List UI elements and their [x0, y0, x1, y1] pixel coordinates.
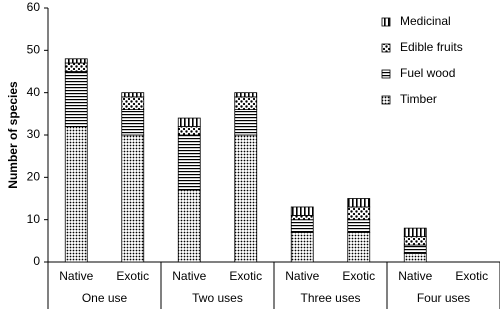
y-tick-label: 60 — [27, 0, 41, 14]
bar-segment — [177, 134, 201, 191]
bar-segment — [403, 253, 427, 263]
bar-segment — [403, 236, 427, 246]
group-label: Two uses — [192, 291, 243, 305]
x-tick-label: Native — [172, 269, 206, 283]
x-tick-label: Exotic — [455, 269, 488, 283]
legend-swatch — [381, 95, 391, 105]
y-tick-label: 30 — [27, 127, 41, 141]
x-tick-label: Exotic — [116, 269, 149, 283]
bar-segment — [347, 231, 371, 263]
bar-segment — [290, 215, 314, 221]
bar-segment — [403, 227, 427, 237]
x-tick-label: Native — [285, 269, 319, 283]
x-tick-label: Native — [59, 269, 93, 283]
y-tick-label: 0 — [33, 254, 40, 268]
bar-segment — [234, 134, 258, 263]
bar-segment — [234, 96, 258, 111]
legend-label: Fuel wood — [400, 66, 455, 80]
bar-segment — [64, 126, 88, 263]
bar-segment — [121, 96, 145, 111]
bar-segment — [290, 206, 314, 216]
bar-segment — [234, 92, 258, 98]
group-label: Four uses — [417, 291, 470, 305]
y-tick-label: 10 — [27, 212, 41, 226]
bar-segment — [121, 134, 145, 263]
y-tick-label: 20 — [27, 170, 41, 184]
bar-segment — [177, 126, 201, 136]
bar-segment — [234, 109, 258, 136]
legend-label: Medicinal — [400, 14, 451, 28]
group-label: One use — [82, 291, 128, 305]
bar-segment — [290, 219, 314, 233]
legend-label: Timber — [400, 92, 437, 106]
y-tick-label: 40 — [27, 85, 41, 99]
bar-segment — [290, 231, 314, 263]
bar-segment — [347, 198, 371, 208]
legend-swatch — [381, 43, 391, 53]
y-axis-title: Number of species — [6, 81, 20, 189]
legend-swatch — [381, 69, 391, 79]
bar-segment — [64, 71, 88, 127]
y-tick-label: 50 — [27, 43, 41, 57]
bar-segment — [177, 189, 201, 263]
group-label: Three uses — [300, 291, 360, 305]
bar-segment — [121, 109, 145, 136]
bar-segment — [177, 117, 201, 127]
legend-swatch — [381, 17, 391, 27]
bar-segment — [347, 219, 371, 233]
bar-segment — [347, 206, 371, 221]
bar-segment — [64, 62, 88, 72]
bar-segment — [403, 244, 427, 254]
x-tick-label: Native — [398, 269, 432, 283]
bar-segment — [121, 92, 145, 98]
x-tick-label: Exotic — [229, 269, 262, 283]
legend-label: Edible fruits — [400, 40, 463, 54]
x-tick-label: Exotic — [342, 269, 375, 283]
bar-segment — [64, 58, 88, 64]
